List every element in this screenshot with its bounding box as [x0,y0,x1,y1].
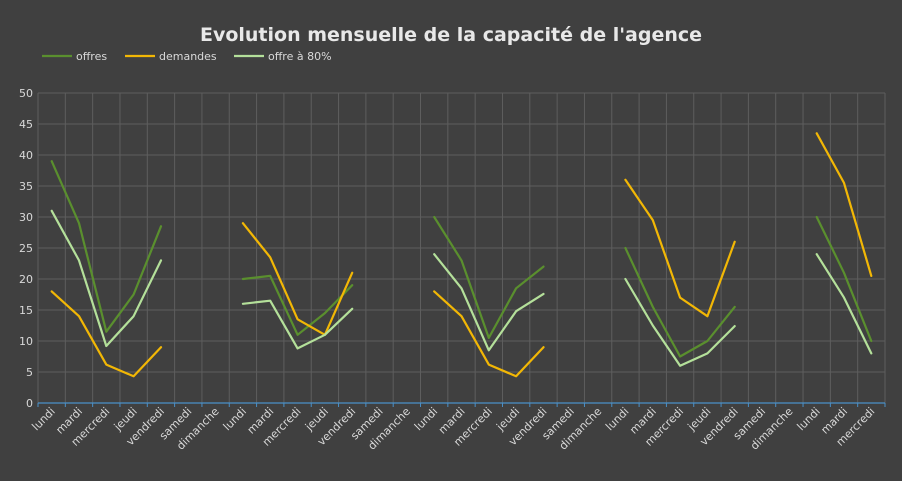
series-line-2 [624,277,736,367]
series-line-1 [50,290,163,378]
series-line-0 [815,215,873,343]
series-line-1 [433,290,545,378]
series-line-0 [50,160,163,333]
y-tick-label: 25 [19,242,33,255]
series-line-2 [50,209,163,348]
x-tick-label: lundi [603,405,631,433]
y-tick-label: 20 [19,273,33,286]
y-tick-label: 15 [19,304,33,317]
series-line-1 [241,222,354,336]
gridlines [37,92,886,404]
series-line-0 [624,246,736,358]
chart-title: Evolution mensuelle de la capacité de l'… [200,24,702,46]
series-line-0 [433,215,545,339]
x-tick-label: lundi [412,405,440,433]
legend-label-0: offres [76,50,107,63]
y-tick-label: 10 [19,335,33,348]
y-tick-label: 5 [26,366,33,379]
legend-label-1: demandes [159,50,217,63]
y-tick-label: 0 [26,397,33,410]
y-tick-label: 40 [19,149,33,162]
x-tick-label: lundi [221,405,249,433]
y-tick-label: 30 [19,211,33,224]
series-line-1 [624,178,736,318]
x-tick-label: lundi [29,405,57,433]
legend: offres demandes offre à 80% [42,50,332,63]
series-line-2 [433,253,545,352]
series-line-0 [241,274,354,336]
y-axis: 0 5 10 15 20 25 30 35 40 45 50 [19,87,33,410]
series-line-1 [815,132,873,277]
x-tick-label: lundi [794,405,822,433]
y-tick-label: 45 [19,118,33,131]
y-tick-label: 35 [19,180,33,193]
series-line-2 [815,253,873,355]
series-line-2 [241,299,354,350]
legend-label-2: offre à 80% [268,50,332,63]
y-tick-label: 50 [19,87,33,100]
series-group [50,132,873,378]
